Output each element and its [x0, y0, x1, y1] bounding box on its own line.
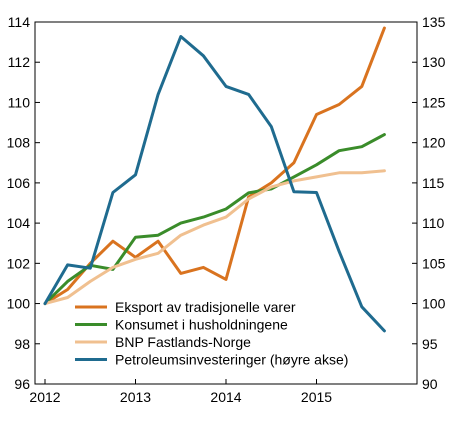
x-axis-tick-label: 2015 — [301, 389, 332, 405]
left-axis-tick-label: 112 — [8, 54, 31, 70]
right-axis-tick-label: 100 — [422, 296, 446, 312]
right-axis-tick-label: 115 — [422, 175, 445, 191]
series-line-1 — [43, 26, 386, 306]
series-line-4 — [43, 35, 386, 333]
right-axis-tick-label: 95 — [422, 336, 438, 352]
series-line-2 — [43, 133, 386, 306]
left-axis-tick-label: 100 — [7, 296, 31, 312]
right-axis-tick-label: 130 — [422, 54, 446, 70]
right-axis-tick-label: 135 — [422, 14, 446, 30]
right-axis-tick-label: 105 — [422, 255, 446, 271]
left-axis-tick-label: 108 — [7, 135, 31, 151]
x-axis-tick-label: 2014 — [210, 389, 241, 405]
right-axis-tick-label: 90 — [422, 376, 438, 392]
left-axis-tick-label: 104 — [7, 215, 31, 231]
legend-label: BNP Fastlands-Norge — [115, 334, 251, 350]
left-axis-tick-label: 114 — [8, 14, 31, 30]
series-line-3 — [43, 169, 386, 306]
legend-label: Petroleumsinvesteringer (høyre akse) — [115, 352, 348, 368]
left-axis-tick-label: 96 — [14, 376, 30, 392]
right-axis-tick-label: 120 — [422, 135, 446, 151]
left-axis-tick-label: 98 — [14, 336, 30, 352]
left-axis-tick-label: 102 — [7, 255, 31, 271]
legend-label: Konsumet i husholdningene — [115, 317, 288, 333]
right-axis-tick-label: 110 — [422, 215, 445, 231]
x-axis-tick-label: 2012 — [29, 389, 60, 405]
left-axis-tick-label: 110 — [8, 94, 31, 110]
x-axis-tick-label: 2013 — [120, 389, 151, 405]
left-axis-tick-label: 106 — [7, 175, 31, 191]
right-axis-tick-label: 125 — [422, 94, 446, 110]
legend-label: Eksport av tradisjonelle varer — [115, 299, 296, 315]
